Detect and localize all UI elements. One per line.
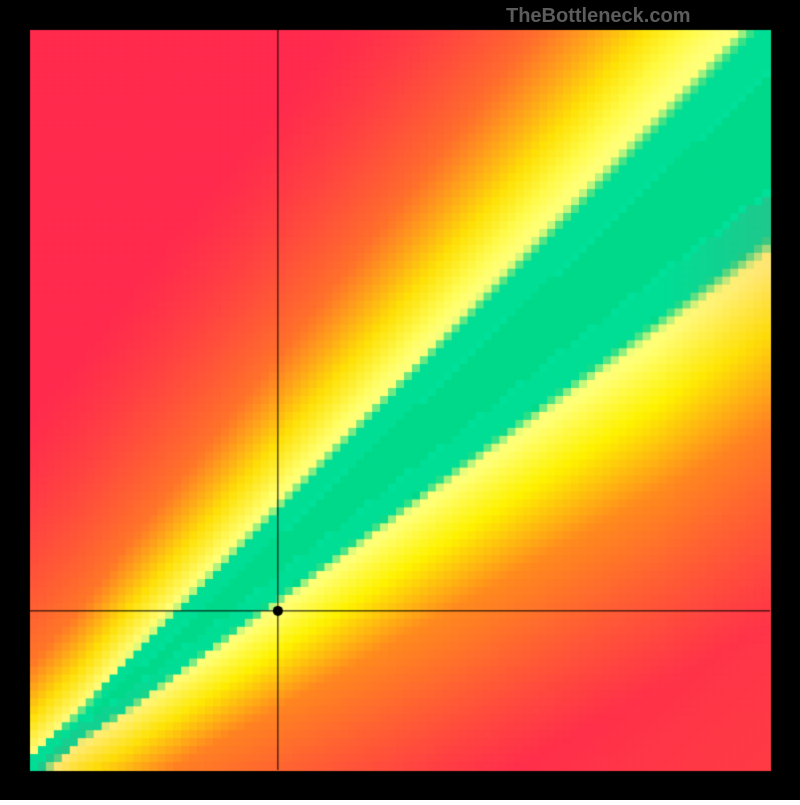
heatmap-canvas xyxy=(0,0,800,800)
watermark-label: TheBottleneck.com xyxy=(506,5,690,28)
bottleneck-heatmap xyxy=(0,0,800,805)
